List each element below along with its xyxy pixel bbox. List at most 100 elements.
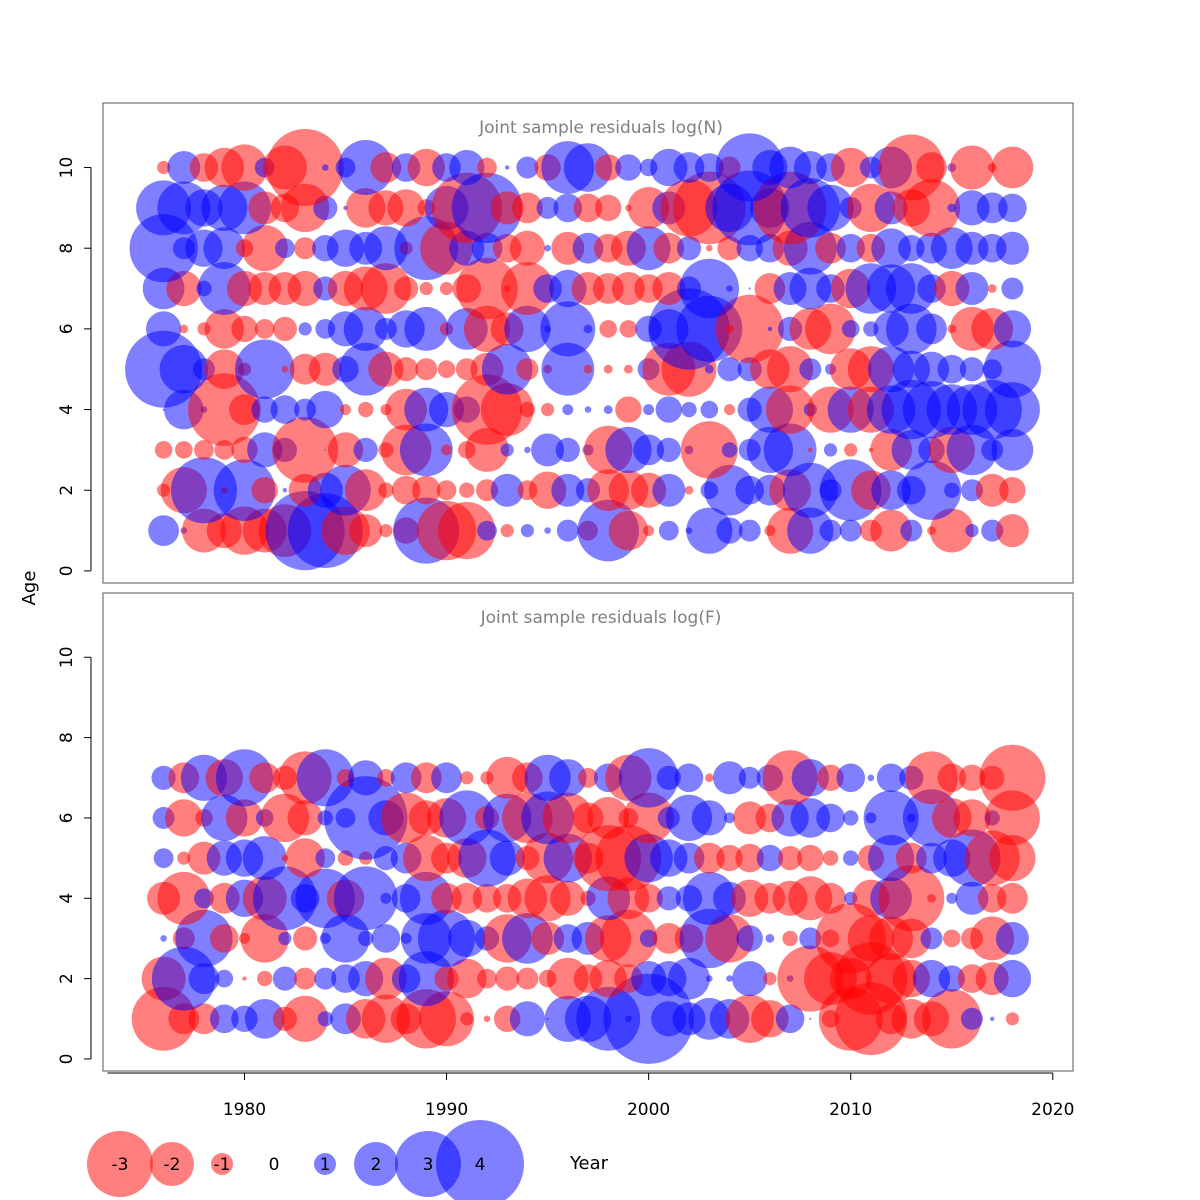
residual-bubble [912,959,951,998]
residual-bubble [1005,1012,1020,1026]
residual-bubble [584,406,592,413]
residual-bubble [175,441,193,459]
residual-bubble [589,959,627,998]
residual-bubble [913,351,950,387]
legend-item: -3 [87,1131,153,1197]
y-tick-label: 0 [57,565,77,576]
residual-bubble [891,430,932,470]
residual-bubble [841,320,860,338]
residual-bubble [668,957,710,1000]
residual-bubble [643,404,655,416]
residual-bubble [603,973,694,1064]
residual-bubble [599,909,658,968]
residual-bubble [520,524,535,538]
residual-bubble [480,383,534,436]
residual-bubble [993,310,1032,348]
residual-bubble [229,394,260,425]
residual-bubble [441,444,452,456]
residual-bubble [460,771,474,785]
residual-bubble [251,477,278,504]
residual-bubble [249,762,281,794]
panel-title-log-f: Joint sample residuals log(F) [480,608,722,628]
residual-bubble [349,514,383,548]
residual-bubble [472,884,502,913]
residual-bubble [451,882,483,914]
residual-bubble [615,154,642,181]
residual-bubble [929,508,974,553]
residual-bubble [394,276,419,301]
legend-item: -2 [150,1142,194,1186]
residual-bubble [937,763,967,793]
residual-bubble [901,460,962,520]
residual-bubble [763,972,777,986]
residual-bubble [270,395,300,424]
residual-bubble [652,473,686,507]
residual-bubble [448,919,486,958]
y-tick-label: 8 [57,243,77,254]
residual-bubble [272,966,297,991]
residual-bubble [213,459,276,521]
residual-bubble [748,287,751,290]
residual-bubble [322,164,329,171]
y-axis-log-f: 0 2 4 6 8 10 [57,646,92,1064]
residual-bubble [544,527,551,534]
residual-bubble [241,225,288,272]
residual-bubble [266,129,344,206]
residual-bubble [809,1017,812,1020]
residual-bubble [886,263,937,314]
residual-bubble [793,151,827,184]
residual-bubble [175,909,233,968]
residual-bubble [257,970,273,987]
residual-bubble [282,488,288,493]
residual-bubble [991,429,1034,471]
residual-bubble [194,888,214,909]
residual-bubble [782,930,798,947]
residual-bubble [573,193,603,223]
residual-bubble [242,976,247,981]
residual-bubble [368,351,404,387]
residual-bubble [680,421,738,479]
residual-bubble [490,473,524,507]
residual-bubble [203,227,246,270]
residual-bubble [254,319,275,339]
residual-bubble [656,765,681,790]
residual-bubble [965,524,979,538]
residual-bubble [221,144,268,191]
residual-bubble [989,835,1036,882]
residual-bubble [536,196,559,219]
residual-bubble [916,313,947,345]
residual-bubble [225,799,264,837]
residual-bubble [599,320,617,338]
residual-bubble [583,364,593,374]
legend-item: 4 [436,1120,524,1200]
residual-bubble [378,482,394,498]
residual-bubble [778,846,803,871]
y-tick-label: 10 [57,646,77,668]
residual-bubble [315,848,336,868]
residual-bubble [655,396,682,423]
residual-bubble [556,519,579,542]
residual-bubble [167,151,201,184]
residual-bubble [380,892,392,904]
residual-bubble [204,349,245,390]
residual-bubble [643,525,655,537]
residual-bubble [679,258,739,319]
residual-bubble [371,924,401,953]
residual-bubble [946,892,958,904]
residual-bubble [541,403,555,417]
residual-bubble [715,294,784,363]
residual-bubble [938,965,965,992]
panel-frame-log-n [102,102,1074,584]
residual-bubble [500,524,514,538]
residual-bubble [705,914,754,963]
residual-bubble [686,507,733,554]
residual-bubble [177,851,191,865]
residual-bubble [819,519,842,542]
x-tick-label: 1980 [223,1100,266,1120]
residual-bubble [726,285,733,292]
residual-bubble [551,473,585,507]
residual-bubble [505,165,510,170]
legend-label: 4 [475,1155,486,1175]
residual-bubble [997,882,1028,914]
residual-bubble [188,963,220,994]
